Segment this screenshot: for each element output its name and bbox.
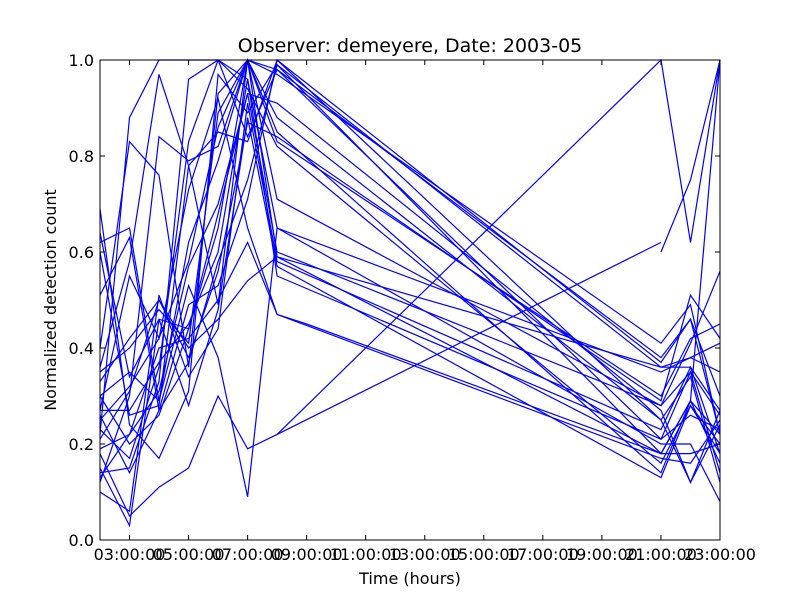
x-tick-label: 15:00:00: [448, 545, 520, 564]
series-line-27: [660, 59, 721, 253]
x-tick-label: 07:00:00: [212, 545, 284, 564]
y-tick-label: 0.4: [69, 339, 94, 358]
x-tick-label: 21:00:00: [625, 545, 697, 564]
series-line-20: [99, 92, 721, 484]
series-line-15: [99, 59, 721, 435]
series-line-6: [99, 93, 721, 445]
series-line-16: [99, 58, 721, 474]
x-axis-label: Time (hours): [358, 569, 461, 588]
y-axis-label: Normalized detection count: [41, 189, 60, 411]
x-tick-label: 17:00:00: [507, 545, 579, 564]
series-layer: [99, 58, 721, 528]
series-line-12: [99, 59, 721, 483]
y-tick-label: 0.6: [69, 243, 94, 262]
y-tick-label: 0.0: [69, 531, 94, 550]
x-tick-label: 03:00:00: [94, 545, 166, 564]
y-tick-label: 0.2: [69, 435, 94, 454]
series-line-9: [99, 227, 721, 502]
series-line-22: [99, 63, 721, 475]
chart-title: Observer: demeyere, Date: 2003-05: [238, 35, 583, 57]
plot-frame: [99, 59, 721, 541]
series-line-1: [99, 59, 721, 435]
series-line-18: [99, 103, 721, 513]
x-tick-label: 19:00:00: [566, 545, 638, 564]
x-tick-label: 13:00:00: [389, 545, 461, 564]
series-line-25: [99, 121, 721, 440]
plot-area-background: [100, 60, 720, 540]
series-line-11: [99, 58, 721, 484]
y-tick-label: 1.0: [69, 51, 94, 70]
x-tick-label: 11:00:00: [330, 545, 402, 564]
series-line-24: [99, 59, 721, 441]
y-axis: 0.0 0.2 0.4 0.6 0.8 1.0: [69, 51, 720, 550]
x-tick-label: 23:00:00: [684, 545, 756, 564]
x-tick-label: 05:00:00: [153, 545, 225, 564]
x-tick-label: 09:00:00: [271, 545, 343, 564]
series-line-13: [99, 256, 721, 455]
series-line-10: [99, 59, 721, 474]
series-line-23: [99, 240, 721, 455]
y-tick-label: 0.8: [69, 147, 94, 166]
series-line-26: [276, 58, 721, 435]
x-axis: 03:00:0005:00:0007:00:0009:00:0011:00:00…: [94, 60, 756, 564]
series-line-3: [99, 241, 662, 518]
series-line-21: [99, 59, 721, 416]
